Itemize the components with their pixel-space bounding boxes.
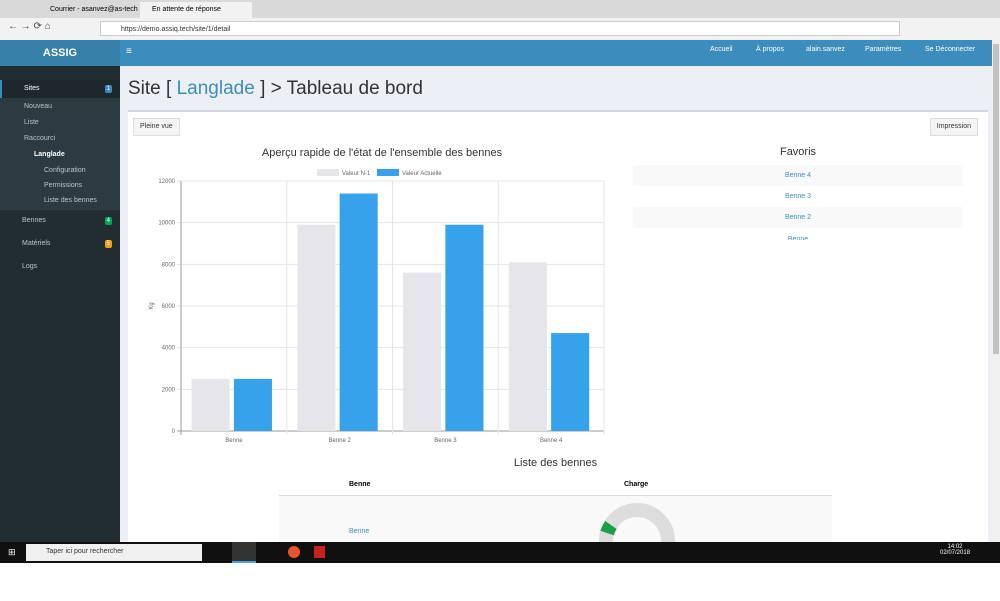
sidebar-item[interactable]: Langlade — [0, 146, 120, 164]
label: Bennes — [22, 217, 46, 224]
label: Liste — [24, 119, 39, 126]
label: Configuration — [44, 167, 86, 174]
brand[interactable]: ASSIG — [0, 40, 120, 66]
page-title: Site [ Langlade ] > Tableau de bord — [128, 78, 423, 100]
pdf-icon[interactable] — [314, 546, 325, 558]
x-tick-label: Benne 4 — [540, 438, 563, 444]
label: Logs — [22, 263, 38, 270]
col-header: Benne — [349, 481, 371, 488]
bar — [551, 333, 590, 431]
list-title: Liste des bennes — [513, 457, 598, 469]
sidebar-item[interactable]: Liste — [0, 114, 120, 132]
col-header: Charge — [624, 481, 649, 488]
start[interactable]: ⊞ — [8, 547, 16, 557]
label: Sites — [24, 85, 40, 92]
sidebar-item[interactable]: Sites 1 — [0, 80, 120, 98]
nav-link[interactable]: Paramètres — [865, 46, 902, 53]
charge-donut — [599, 503, 675, 542]
navbar: ≡ — [0, 40, 992, 66]
badge: 4 — [104, 217, 112, 225]
nav-link[interactable]: alain.sanvez — [806, 46, 845, 53]
legend-swatch — [377, 169, 399, 176]
nav-link[interactable]: Se Déconnecter — [925, 46, 976, 53]
site-name[interactable]: Langlade — [176, 78, 255, 99]
chart: Aperçu rapide de l'état de l'ensemble de… — [149, 147, 605, 444]
y-tick-label: 12000 — [158, 179, 175, 185]
nav-link[interactable]: À propos — [756, 46, 785, 53]
x-tick-label: Benne — [225, 438, 243, 444]
sidebar-item[interactable]: Logs — [0, 258, 120, 276]
url[interactable]: https://demo.assiq.tech/site/1/detail — [100, 21, 900, 36]
row-link[interactable]: Benne — [349, 528, 370, 535]
x-tick-label: Benne 3 — [434, 438, 457, 444]
browser-tab[interactable]: En attente de réponse — [140, 2, 252, 18]
title-suffix: ] > Tableau de bord — [260, 78, 423, 99]
sidebar-item[interactable]: Configuration — [0, 162, 120, 180]
bar — [297, 224, 336, 431]
y-tick-label: 8000 — [162, 262, 176, 268]
label: Raccourci — [24, 135, 56, 142]
y-tick-label: 4000 — [162, 346, 176, 352]
search-text: Taper ici pour rechercher — [46, 548, 124, 555]
favorite-link[interactable]: Benne 4 — [633, 165, 963, 186]
y-axis-label: Kg — [149, 302, 155, 309]
bar — [403, 272, 442, 431]
sidebar-item[interactable]: Liste des bennes — [0, 192, 120, 210]
bar — [508, 262, 547, 431]
date: 02/07/2018 — [940, 550, 971, 556]
firefox-icon[interactable] — [288, 546, 300, 558]
legend-swatch — [317, 169, 339, 176]
clock: 14:02 02/07/2018 — [940, 544, 970, 556]
sidebar-item[interactable]: Nouveau — [0, 98, 120, 116]
sidebar: Sites 1 Nouveau Liste Raccourci Langlade Confi… — [0, 66, 120, 542]
favorites-title: Favoris — [779, 146, 817, 158]
search-box[interactable]: Taper ici pour rechercher — [26, 544, 202, 561]
chart-title: Aperçu rapide de l'état de l'ensemble de… — [262, 147, 503, 159]
nav-link[interactable]: Accueil — [710, 46, 733, 53]
bar — [445, 224, 484, 431]
bar — [339, 193, 378, 431]
y-tick-label: 0 — [172, 429, 176, 435]
menu-toggle[interactable]: ≡ — [126, 46, 132, 57]
label: Liste des bennes — [44, 197, 97, 204]
x-tick-label: Benne 2 — [328, 438, 351, 444]
sidebar-item[interactable]: Permissions — [0, 177, 120, 195]
badge: 1 — [104, 85, 112, 93]
browser-tab[interactable]: Courrier - asanvez@as-tech — [38, 2, 150, 18]
label: Permissions — [44, 182, 83, 189]
print-button[interactable]: Impression — [929, 118, 978, 136]
table-row — [279, 495, 832, 543]
bar — [233, 378, 272, 431]
time: 14:02 — [947, 544, 963, 550]
legend-label: Valeur N-1 — [342, 171, 371, 177]
legend-label: Valeur Actuelle — [402, 171, 442, 177]
full-view-button[interactable]: Pleine vue — [133, 118, 180, 136]
sidebar-item[interactable]: Matériels 5 — [0, 235, 120, 253]
y-tick-label: 10000 — [158, 221, 175, 227]
y-tick-label: 2000 — [162, 387, 176, 393]
sidebar-item[interactable]: Raccourci — [0, 130, 120, 148]
favorite-link[interactable]: Benne 3 — [784, 193, 812, 200]
favorite-link[interactable]: Benne 2 — [633, 207, 963, 228]
badge: 5 — [104, 240, 112, 248]
edge-icon[interactable] — [232, 542, 256, 563]
label: Langlade — [34, 151, 65, 158]
scroll-thumb[interactable] — [993, 44, 999, 354]
title-prefix: Site [ — [128, 78, 172, 99]
bar — [191, 378, 230, 431]
favorite-link[interactable]: Benne — [787, 236, 809, 240]
taskbar: ⊞ Taper ici pour rechercher 14:02 02/07/2… — [0, 542, 1000, 563]
y-tick-label: 6000 — [162, 304, 176, 310]
label: Matériels — [22, 240, 51, 247]
sidebar-item[interactable]: Bennes 4 — [0, 212, 120, 230]
label: Nouveau — [24, 103, 53, 110]
nav-buttons[interactable]: ← → ⟳ ⌂ — [8, 21, 51, 32]
